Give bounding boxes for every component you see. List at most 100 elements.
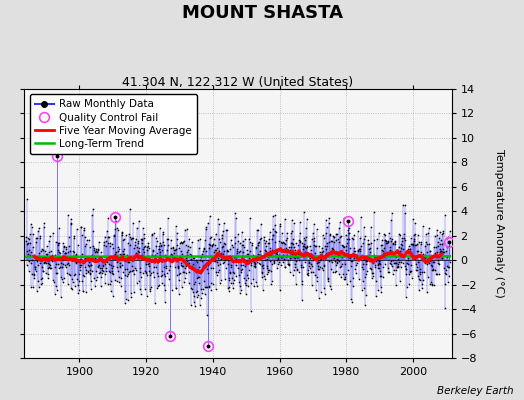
Point [222,227,230,234]
Point [264,240,272,246]
Point [392,260,400,266]
Point [391,254,400,261]
Point [424,230,432,236]
Point [425,225,433,231]
Point [156,225,165,231]
Point [389,267,398,273]
Point [189,255,198,261]
Point [392,282,400,288]
Point [241,252,249,259]
Point [246,239,254,245]
Point [280,240,288,246]
Point [276,246,285,253]
Point [391,238,399,245]
Point [185,280,193,287]
Point [320,262,329,268]
Point [208,254,216,261]
Point [119,236,128,242]
Point [171,285,180,291]
Point [296,230,304,236]
Point [70,272,78,278]
Point [428,263,436,270]
Point [219,251,227,258]
Point [110,232,118,238]
Point [387,238,396,244]
Point [423,261,432,267]
Point [280,256,289,262]
Point [49,279,58,286]
Point [359,224,368,230]
Point [289,267,298,273]
Point [63,255,71,261]
Point [372,253,380,260]
Point [135,245,143,251]
Point [363,254,372,260]
Point [126,290,135,296]
Point [182,270,191,276]
Point [363,268,371,275]
Point [233,246,241,252]
Point [237,267,245,273]
Point [249,252,257,258]
Point [364,254,373,260]
Point [264,269,272,275]
Point [160,271,168,278]
Point [334,256,343,263]
Point [225,287,233,294]
Point [373,245,381,252]
Point [61,250,70,256]
Point [259,254,267,261]
Point [24,239,32,246]
Point [429,259,438,265]
Point [278,252,287,258]
Point [173,242,181,248]
Point [148,268,157,275]
Point [99,262,107,269]
Point [107,270,116,276]
Point [145,260,154,266]
Point [175,276,183,283]
Point [36,260,44,266]
Point [203,220,212,226]
Point [94,246,102,252]
Point [126,242,134,248]
Point [174,264,182,270]
Point [332,236,341,243]
Point [256,236,264,242]
Point [433,226,441,233]
Point [150,264,158,270]
Point [150,258,159,265]
Point [80,264,89,270]
Point [217,277,225,283]
Point [27,220,36,227]
Point [207,234,215,240]
Point [140,243,149,250]
Point [165,254,173,261]
Point [242,277,250,283]
Point [215,261,224,267]
Point [200,262,209,268]
Point [170,256,179,263]
Point [160,264,169,270]
Point [23,196,31,202]
Point [316,252,325,258]
Point [245,255,253,262]
Point [219,243,227,249]
Point [183,247,192,254]
Point [76,262,84,269]
Point [127,293,136,300]
Point [248,258,257,264]
Point [330,255,339,261]
Point [79,272,87,278]
Point [286,246,294,253]
Point [405,243,413,250]
Point [361,302,369,308]
Point [341,274,350,280]
Point [31,264,39,270]
Point [357,242,365,249]
Point [395,231,403,238]
Point [138,237,147,243]
Point [425,241,433,247]
Point [194,291,202,298]
Point [326,266,335,272]
